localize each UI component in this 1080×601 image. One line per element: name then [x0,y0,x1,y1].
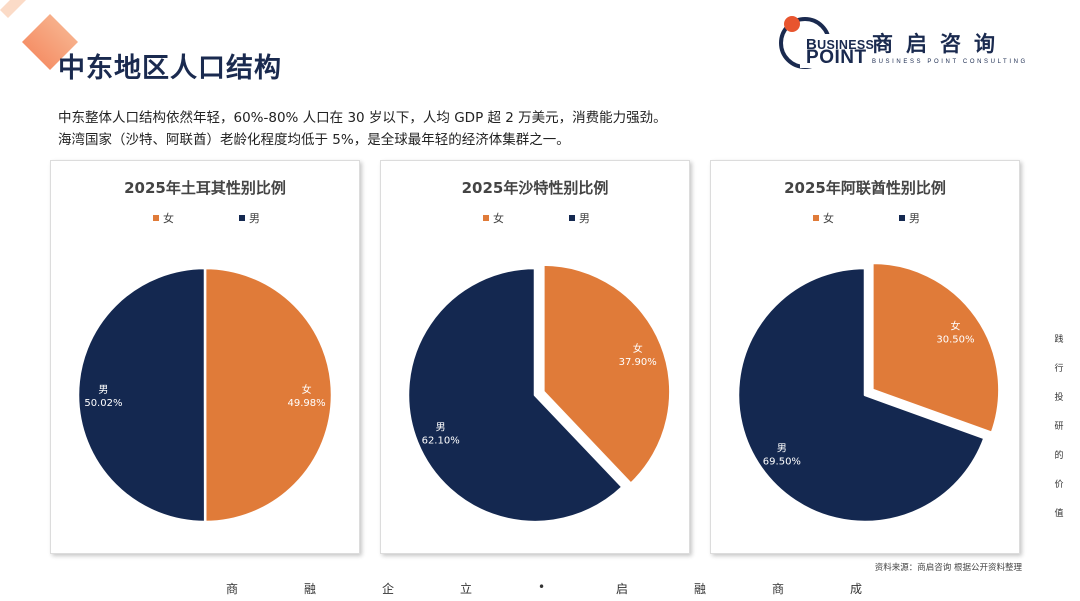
logo-chinese-name: 商启咨询 [872,32,1008,56]
data-label-value: 50.02% [84,398,122,409]
intro-line-1: 中东整体人口结构依然年轻，60%-80% 人口在 30 岁以下，人均 GDP 超… [58,110,667,126]
footer-char: • [538,580,546,594]
pie-slice-female [871,261,1001,435]
pie-slice-male [736,266,986,524]
pie-slice-male [406,266,624,524]
side-char: 践 [1054,335,1064,345]
footer-char: 商 [772,582,785,596]
chart-panel-uae: 2025年阿联酋性别比例女男女 30.50% 男 69.50% [710,160,1020,554]
legend-label: 女 [823,211,834,225]
data-label-value: 69.50% [763,456,801,467]
logo-subtitle: BUSINESS POINT CONSULTING [872,59,1028,65]
side-char: 价 [1054,480,1064,490]
footer-char: 立 [460,582,473,596]
data-label-category: 女 [633,342,643,355]
footer-char: 企 [382,582,395,596]
legend-label: 女 [493,211,504,225]
chart-title: 2025年阿联酋性别比例 [784,179,946,197]
footer-char: 成 [850,582,863,596]
data-label-category: 女 [302,383,312,396]
footer-char: 融 [694,582,707,596]
legend-swatch-male [899,215,905,221]
legend-label: 男 [909,212,920,225]
pie-slice-female [542,263,672,485]
chart-panel-turkey: 2025年土耳其性别比例女男女 49.98% 男 50.02% [50,160,360,554]
data-label-category: 男 [777,442,787,454]
pie-slice-male [76,266,207,524]
side-char: 研 [1054,422,1064,432]
legend-label: 女 [163,211,174,225]
chart-panel-saudi: 2025年沙特性别比例女男女 37.90% 男 62.10% [380,160,690,554]
brand-logo: BUSINESS POINT 商启咨询 BUSINESS POINT CONSU… [778,14,1063,72]
legend-swatch-female [153,215,159,221]
data-label-value: 30.50% [936,334,974,345]
intro-line-2: 海湾国家（沙特、阿联酋）老龄化程度均低于 5%，是全球最年轻的经济体集群之一。 [58,132,570,148]
data-label-value: 37.90% [619,357,657,368]
intro-text: 中东整体人口结构依然年轻，60%-80% 人口在 30 岁以下，人均 GDP 超… [58,107,667,151]
corner-decoration [0,0,78,70]
legend-swatch-female [483,215,489,221]
side-slogan: 践 行 投 研 的 价 值 [1052,332,1066,535]
legend-swatch-female [813,215,819,221]
footer-char: 启 [616,582,629,596]
legend-swatch-male [569,215,575,221]
pie-slice-female [203,266,334,524]
chart-title: 2025年沙特性别比例 [462,179,609,197]
data-label-category: 男 [98,384,108,396]
footer-char: 商 [226,582,239,596]
side-char: 行 [1054,364,1064,374]
footer-char: 融 [304,582,317,596]
logo-mark-icon [779,16,834,69]
data-label-value: 62.10% [422,436,460,447]
logo-text-point: POINT [806,47,867,68]
side-char: 的 [1054,451,1064,461]
legend-swatch-male [239,215,245,221]
source-note: 资料来源：商启咨询 根据公开资料整理 [874,563,1022,573]
data-label-value: 49.98% [288,398,326,409]
chart-title: 2025年土耳其性别比例 [124,179,286,197]
logo-text-business: BUSINESS [806,36,875,53]
data-label-category: 男 [436,422,446,434]
side-char: 值 [1054,509,1064,519]
legend-label: 男 [579,212,590,225]
data-label-category: 女 [950,319,960,332]
legend-label: 男 [249,212,260,225]
page-title: 中东地区人口结构 [58,53,282,84]
side-char: 投 [1054,393,1064,403]
